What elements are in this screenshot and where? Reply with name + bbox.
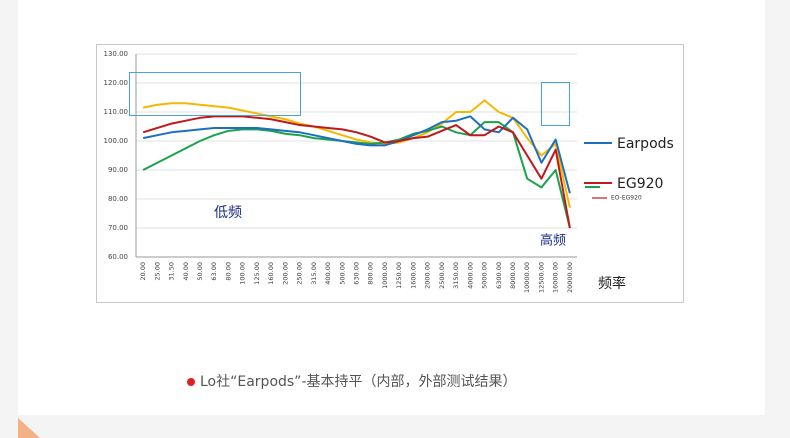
x-tick-label: 100.00 xyxy=(239,262,247,285)
x-tick-label: 6300.00 xyxy=(495,262,503,289)
series-line xyxy=(142,99,571,208)
x-tick-label: 10000.00 xyxy=(523,262,531,293)
y-tick-label: 60.00 xyxy=(108,253,128,261)
legend-label: Earpods xyxy=(617,136,674,152)
x-tick-label: 3150.00 xyxy=(452,262,460,289)
highlight-box xyxy=(129,72,301,116)
x-tick-label: 2500.00 xyxy=(438,262,446,289)
y-tick-label: 80.00 xyxy=(108,195,128,203)
x-tick-label: 1000.00 xyxy=(381,262,389,289)
y-tick-label: 110.00 xyxy=(104,108,129,116)
x-tick-label: 40.00 xyxy=(182,262,190,281)
x-tick-label: 1600.00 xyxy=(409,262,417,289)
x-tick-label: 20000.00 xyxy=(566,262,574,293)
y-tick-label: 70.00 xyxy=(108,224,128,232)
x-tick-label: 31.50 xyxy=(168,262,176,281)
x-tick-label: 25.00 xyxy=(153,262,161,281)
annotation: 低频 xyxy=(214,205,242,221)
highlight-box xyxy=(541,82,570,126)
y-tick-label: 130.00 xyxy=(104,50,129,58)
plot: 60.00 70.00 80.00 90.00 100.00 110.00 120.00 13… xyxy=(104,50,612,293)
x-tick-label: 1250.00 xyxy=(395,262,403,289)
annotation: 高频 xyxy=(540,233,566,249)
x-tick-label: 5000.00 xyxy=(481,262,489,289)
annotation: 频率 xyxy=(598,275,626,292)
x-tick-label: 160.00 xyxy=(267,262,275,285)
x-tick-label: 50.00 xyxy=(196,262,204,281)
x-tick-label: 250.00 xyxy=(296,262,304,285)
x-tick-label: 400.00 xyxy=(324,262,332,285)
x-tick-label: 200.00 xyxy=(281,262,289,285)
x-tick-label: 125.00 xyxy=(253,262,261,285)
x-tick-label: 800.00 xyxy=(367,262,375,285)
x-tick-label: 4000.00 xyxy=(466,262,474,289)
series-line xyxy=(142,121,571,229)
x-tick-label: 16000.00 xyxy=(552,262,560,293)
series-line xyxy=(142,115,571,194)
x-tick-label: 80.00 xyxy=(224,262,232,281)
annotation: EO-EG920 xyxy=(611,195,642,202)
bullet xyxy=(187,378,195,386)
caption: Lo社“Earpods”-基本持平（内部，外部测试结果） xyxy=(200,373,517,390)
x-tick-label: 8000.00 xyxy=(509,262,517,289)
corner xyxy=(18,418,40,438)
y-tick-label: 90.00 xyxy=(108,166,128,174)
legend-label: EG920 xyxy=(617,176,663,192)
chart-frame xyxy=(96,44,684,303)
x-tick-label: 315.00 xyxy=(310,262,318,285)
series-line xyxy=(142,115,571,229)
x-tick-label: 20.00 xyxy=(139,262,147,281)
x-tick-label: 630.00 xyxy=(353,262,361,285)
x-tick-label: 2000.00 xyxy=(424,262,432,289)
y-tick-label: 120.00 xyxy=(104,79,129,87)
x-tick-label: 500.00 xyxy=(338,262,346,285)
x-tick-label: 12500.00 xyxy=(537,262,545,293)
y-tick-label: 100.00 xyxy=(104,137,129,145)
x-tick-label: 63.00 xyxy=(210,262,218,281)
